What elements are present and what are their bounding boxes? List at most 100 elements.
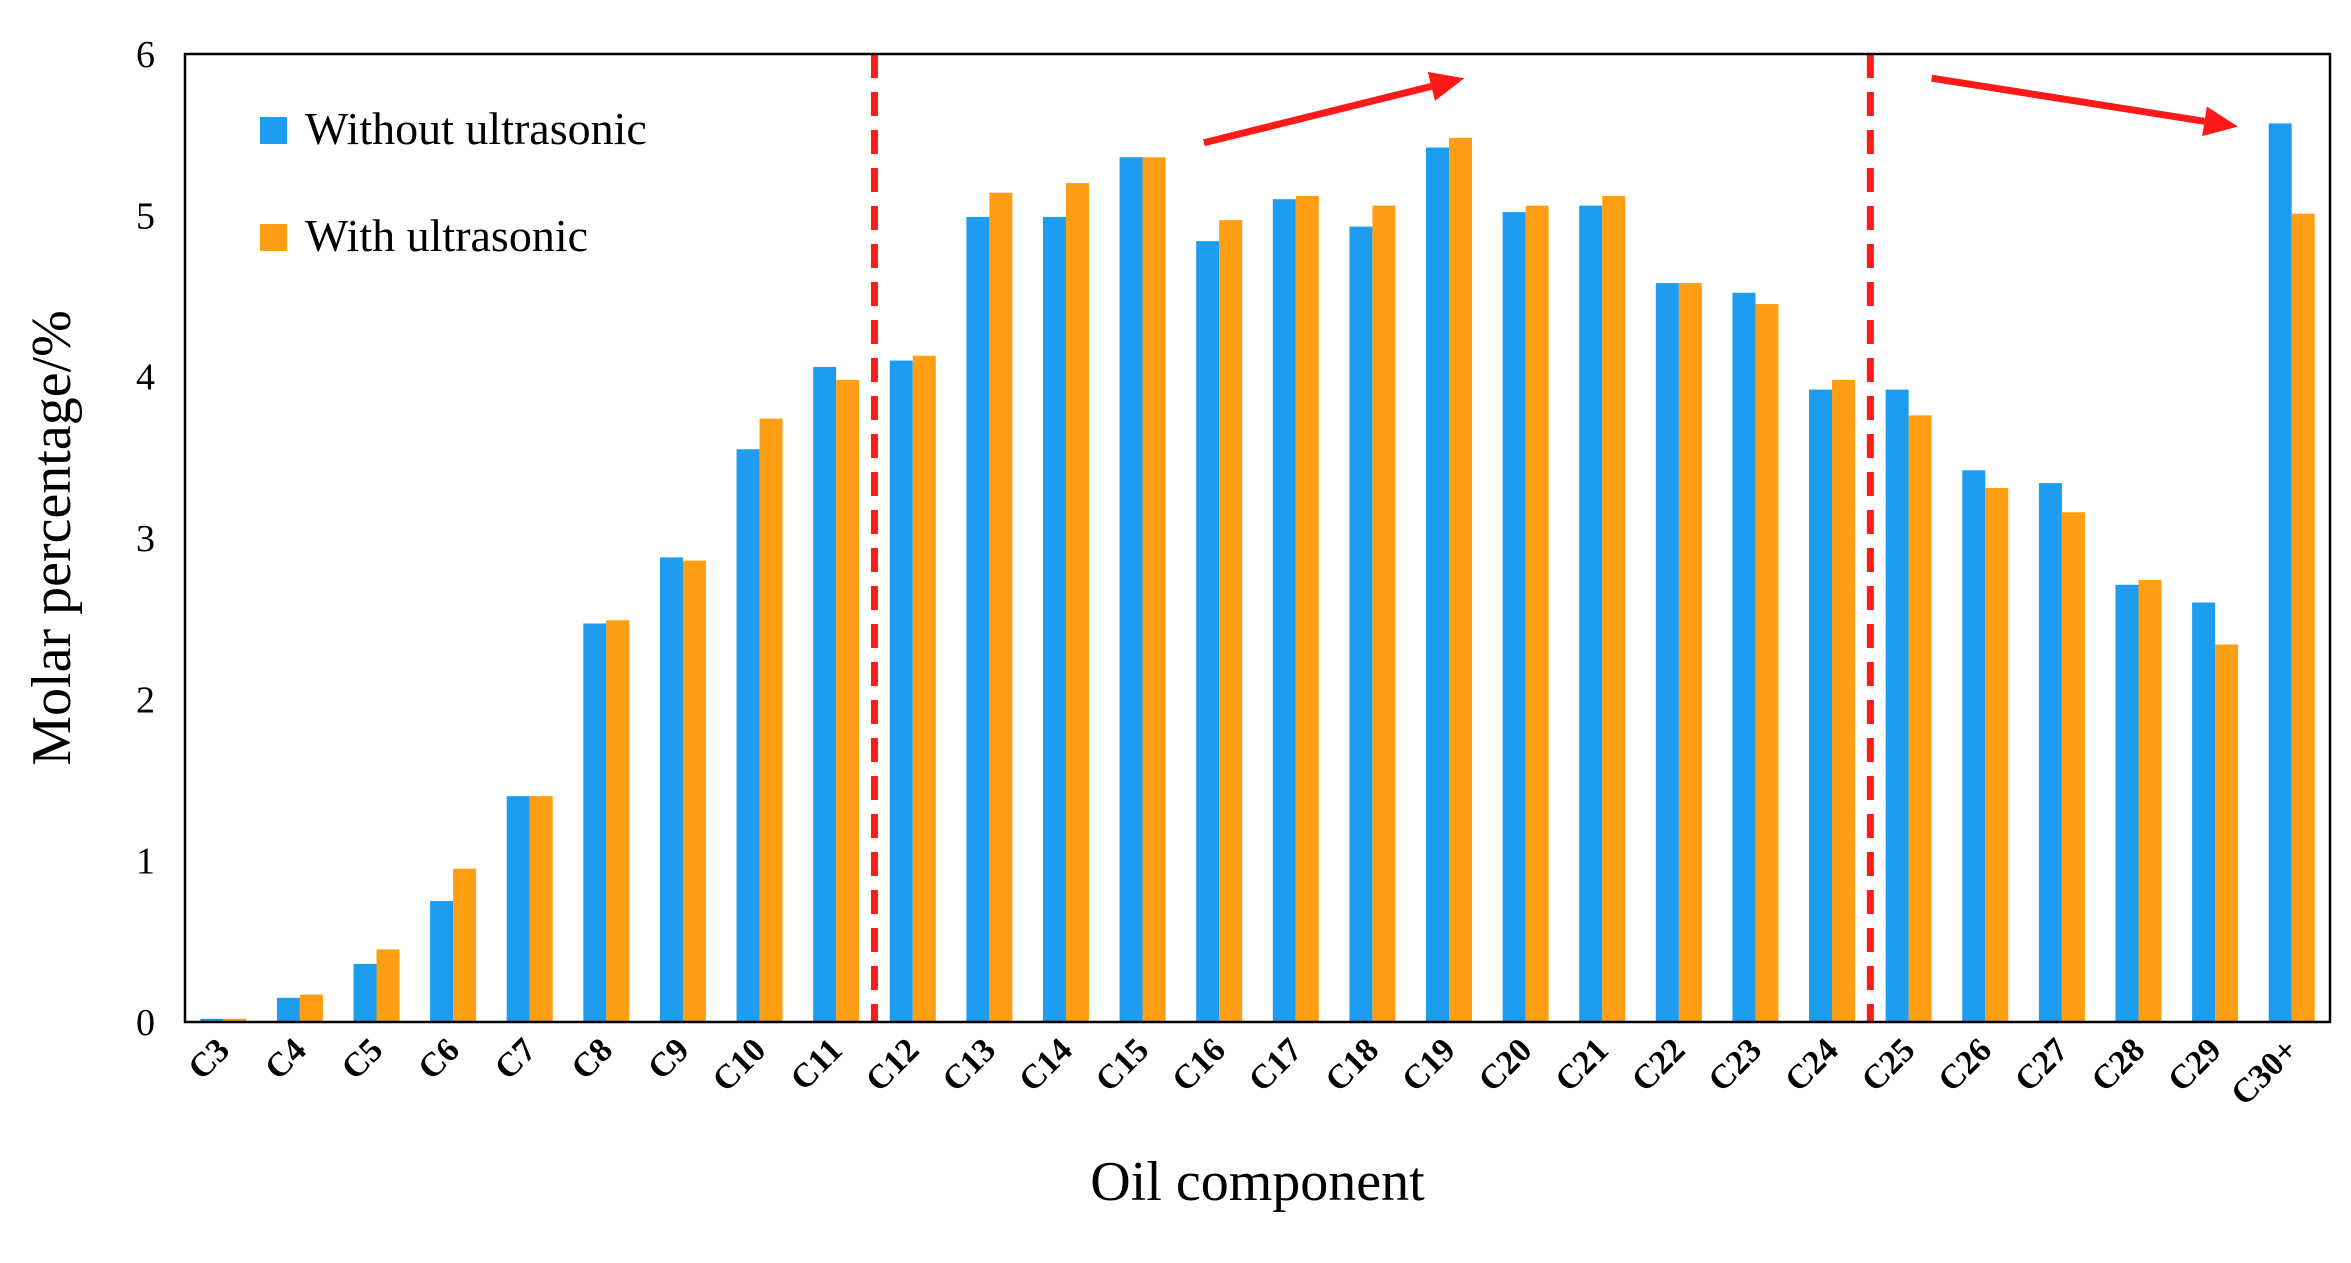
- bar-c18-series-1: [1372, 205, 1396, 1023]
- bar-c8-series-1: [606, 620, 630, 1022]
- bar-c12-series-1: [912, 355, 936, 1022]
- y-tick-label: 5: [136, 195, 155, 237]
- y-tick-label: 3: [136, 518, 155, 560]
- x-tick-label: C5: [335, 1031, 391, 1087]
- bar-c25-series-0: [1885, 389, 1909, 1022]
- bar-c30plus-series-0: [2268, 123, 2292, 1022]
- x-tick-label: C11: [784, 1031, 850, 1097]
- y-tick-label: 4: [136, 357, 155, 399]
- bar-c4-series-0: [276, 997, 300, 1022]
- x-tick-label: C19: [1395, 1031, 1463, 1099]
- bar-c8-series-0: [583, 623, 607, 1022]
- bar-c7-series-0: [506, 796, 530, 1022]
- bar-c5-series-1: [376, 949, 400, 1022]
- x-tick-label: C30+: [2224, 1031, 2305, 1112]
- bars: [200, 123, 2315, 1023]
- bar-c3-series-0: [200, 1018, 224, 1022]
- bar-c17-series-0: [1272, 199, 1296, 1022]
- x-tick-label: C25: [1855, 1031, 1923, 1099]
- bar-c19-series-0: [1426, 147, 1450, 1022]
- x-tick-label: C28: [2085, 1031, 2153, 1099]
- y-tick-label: 0: [136, 1002, 155, 1044]
- bar-c14-series-0: [1042, 216, 1066, 1023]
- x-tick-label: C6: [411, 1031, 467, 1087]
- bar-c27-series-1: [2061, 512, 2085, 1022]
- bar-c27-series-0: [2038, 483, 2062, 1022]
- bar-c5-series-0: [353, 963, 377, 1022]
- legend-label-with-ultrasonic: With ultrasonic: [305, 210, 588, 261]
- x-tick-label: C10: [706, 1031, 774, 1099]
- y-tick-label: 2: [136, 679, 155, 721]
- legend-swatch-without-ultrasonic: [260, 117, 287, 144]
- bar-c15-series-1: [1142, 157, 1166, 1023]
- x-tick-label: C29: [2161, 1031, 2229, 1099]
- x-axis-title: Oil component: [1090, 1151, 1425, 1213]
- bar-c29-series-0: [2192, 602, 2216, 1022]
- bar-c13-series-1: [989, 192, 1013, 1022]
- bar-c16-series-0: [1196, 241, 1220, 1022]
- x-tick-label: C14: [1012, 1031, 1080, 1099]
- x-tick-label: C7: [488, 1031, 544, 1087]
- bar-c22-series-1: [1678, 283, 1702, 1022]
- bar-c28-series-0: [2115, 584, 2139, 1022]
- arrow-head: [2202, 106, 2239, 137]
- bar-c20-series-1: [1525, 205, 1549, 1023]
- bar-c15-series-0: [1119, 157, 1143, 1023]
- x-tick-label: C3: [181, 1031, 237, 1087]
- bar-c18-series-0: [1349, 226, 1373, 1023]
- bar-c20-series-0: [1502, 212, 1526, 1022]
- bar-c10-series-0: [736, 449, 760, 1022]
- bar-c6-series-0: [430, 901, 454, 1022]
- x-tick-label: C27: [2008, 1031, 2076, 1099]
- divider-lines: [870, 54, 1874, 1022]
- bar-c7-series-1: [529, 796, 553, 1022]
- x-tick-label: C26: [1931, 1031, 1999, 1099]
- y-tick-label: 1: [136, 841, 155, 883]
- x-tick-label: C12: [859, 1031, 927, 1099]
- bar-c12-series-0: [889, 360, 913, 1022]
- bar-c30plus-series-1: [2291, 213, 2315, 1023]
- bar-c10-series-1: [759, 418, 783, 1022]
- bar-c9-series-1: [682, 560, 706, 1022]
- bar-c3-series-1: [223, 1018, 247, 1022]
- bar-c23-series-0: [1732, 292, 1756, 1023]
- bar-c13-series-0: [966, 216, 990, 1023]
- x-tick-label: C9: [641, 1031, 697, 1087]
- bar-c19-series-1: [1449, 137, 1473, 1023]
- bar-c11-series-1: [836, 379, 860, 1023]
- bar-c4-series-1: [299, 994, 323, 1022]
- legend-swatch-with-ultrasonic: [260, 224, 287, 251]
- arrow-shaft: [1203, 82, 1433, 147]
- bar-c9-series-0: [659, 557, 683, 1022]
- plot-frame: [183, 52, 2332, 1024]
- bar-c26-series-1: [1985, 487, 2009, 1022]
- bar-c29-series-1: [2215, 644, 2239, 1022]
- bar-c24-series-1: [1832, 379, 1856, 1023]
- arrow-head: [1427, 71, 1465, 101]
- legend: Without ultrasonic With ultrasonic: [260, 103, 647, 261]
- x-tick-label: C20: [1472, 1031, 1540, 1099]
- x-tick-label: C16: [1165, 1031, 1233, 1099]
- x-tick-label: C8: [564, 1031, 620, 1087]
- x-tick-label: C21: [1548, 1031, 1616, 1099]
- x-tick-label: C4: [258, 1031, 314, 1087]
- bar-c6-series-1: [453, 868, 477, 1022]
- bar-c21-series-0: [1579, 205, 1603, 1023]
- bar-c24-series-0: [1809, 389, 1833, 1022]
- bar-c23-series-1: [1755, 304, 1779, 1023]
- x-tick-label: C15: [1089, 1031, 1157, 1099]
- bar-c11-series-0: [813, 366, 837, 1022]
- bar-c22-series-0: [1655, 283, 1679, 1022]
- arrow-shaft: [1931, 74, 2206, 125]
- trend-arrows: [1203, 71, 2239, 147]
- x-axis-ticks: C3 C4 C5 C6 C7 C8 C9 C10 C11 C12 C13 C14 C15 C16 C17 C1…: [181, 1031, 2305, 1112]
- bar-c17-series-1: [1295, 195, 1319, 1022]
- x-tick-label: C23: [1702, 1031, 1770, 1099]
- bar-c14-series-1: [1065, 183, 1089, 1023]
- bar-c25-series-1: [1908, 415, 1932, 1022]
- bar-c16-series-1: [1219, 220, 1243, 1022]
- x-tick-label: C24: [1778, 1031, 1846, 1099]
- x-tick-label: C13: [935, 1031, 1003, 1099]
- x-tick-label: C22: [1625, 1031, 1693, 1099]
